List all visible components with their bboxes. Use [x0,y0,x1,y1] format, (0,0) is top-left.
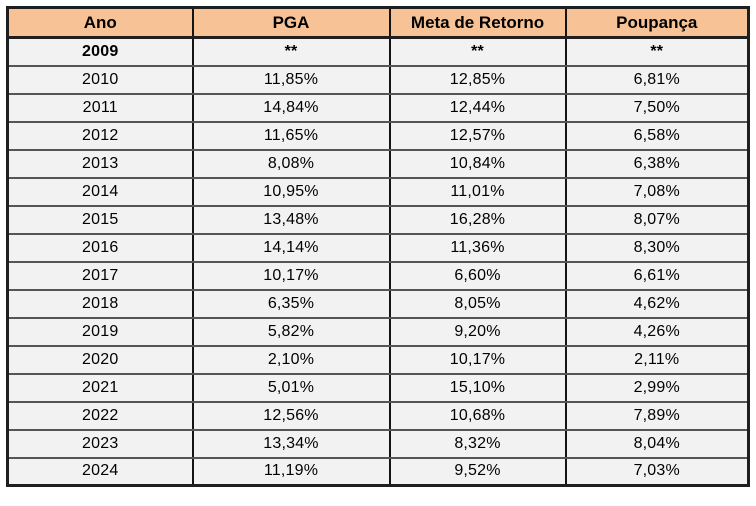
value-cell: 14,84% [191,92,391,123]
year-cell: 2021 [6,372,194,403]
table-row: 2011 14,84% 12,44% 7,50% [6,92,750,123]
value-cell: 11,85% [191,64,391,95]
value-cell: 13,48% [191,204,391,235]
year-cell: 2015 [6,204,194,235]
value-cell: 6,38% [564,148,750,179]
year-cell: 2016 [6,232,194,263]
table-row: 2015 13,48% 16,28% 8,07% [6,204,750,235]
column-header-poupanca: Poupança [564,7,750,39]
table-row: 2022 12,56% 10,68% 7,89% [6,400,750,431]
table-row: 2017 10,17% 6,60% 6,61% [6,260,750,291]
table-row: 2014 10,95% 11,01% 7,08% [6,176,750,207]
value-cell: ** [564,36,750,67]
year-cell: 2019 [6,316,194,347]
value-cell: 6,58% [564,120,750,151]
year-cell: 2011 [6,92,194,123]
year-cell: 2010 [6,64,194,95]
value-cell: 2,99% [564,372,750,403]
value-cell: 7,03% [564,456,750,487]
table-row: 2023 13,34% 8,32% 8,04% [6,428,750,459]
value-cell: 10,17% [191,260,391,291]
value-cell: 12,85% [388,64,567,95]
column-header-ano: Ano [6,7,194,39]
header-row: Ano PGA Meta de Retorno Poupança [6,7,750,39]
value-cell: 8,04% [564,428,750,459]
value-cell: 12,57% [388,120,567,151]
value-cell: 4,26% [564,316,750,347]
table-row: 2018 6,35% 8,05% 4,62% [6,288,750,319]
year-cell: 2017 [6,260,194,291]
value-cell: 12,56% [191,400,391,431]
value-cell: 16,28% [388,204,567,235]
value-cell: 8,05% [388,288,567,319]
value-cell: 2,11% [564,344,750,375]
value-cell: 6,60% [388,260,567,291]
table-row: 2013 8,08% 10,84% 6,38% [6,148,750,179]
table-row: 2019 5,82% 9,20% 4,26% [6,316,750,347]
value-cell: 10,95% [191,176,391,207]
value-cell: 11,01% [388,176,567,207]
table-row: 2024 11,19% 9,52% 7,03% [6,456,750,487]
value-cell: 13,34% [191,428,391,459]
value-cell: 10,17% [388,344,567,375]
table-row: 2021 5,01% 15,10% 2,99% [6,372,750,403]
value-cell: 8,30% [564,232,750,263]
year-cell: 2022 [6,400,194,431]
value-cell: 10,68% [388,400,567,431]
value-cell: 9,20% [388,316,567,347]
value-cell: 11,36% [388,232,567,263]
value-cell: 12,44% [388,92,567,123]
value-cell: 7,08% [564,176,750,207]
value-cell: 10,84% [388,148,567,179]
value-cell: 6,35% [191,288,391,319]
value-cell: 7,89% [564,400,750,431]
year-cell: 2014 [6,176,194,207]
value-cell: 5,01% [191,372,391,403]
column-header-meta-de-retorno: Meta de Retorno [388,7,567,39]
value-cell: 5,82% [191,316,391,347]
column-header-pga: PGA [191,7,391,39]
year-cell: 2009 [6,36,194,67]
value-cell: 8,07% [564,204,750,235]
value-cell: 14,14% [191,232,391,263]
table-header: Ano PGA Meta de Retorno Poupança [6,7,750,39]
table-body: 2009 ** ** ** 2010 11,85% 12,85% 6,81% 2011 14,84… [6,36,750,487]
value-cell: 6,61% [564,260,750,291]
value-cell: ** [388,36,567,67]
value-cell: 7,50% [564,92,750,123]
annual-returns-table: Ano PGA Meta de Retorno Poupança 2009 ** ** **… [6,6,750,487]
value-cell: ** [191,36,391,67]
value-cell: 8,32% [388,428,567,459]
table-row: 2020 2,10% 10,17% 2,11% [6,344,750,375]
year-cell: 2018 [6,288,194,319]
table-row: 2012 11,65% 12,57% 6,58% [6,120,750,151]
value-cell: 4,62% [564,288,750,319]
table-row: 2009 ** ** ** [6,36,750,67]
value-cell: 9,52% [388,456,567,487]
table-row: 2010 11,85% 12,85% 6,81% [6,64,750,95]
value-cell: 8,08% [191,148,391,179]
year-cell: 2023 [6,428,194,459]
year-cell: 2013 [6,148,194,179]
year-cell: 2020 [6,344,194,375]
value-cell: 2,10% [191,344,391,375]
year-cell: 2024 [6,456,194,487]
value-cell: 11,65% [191,120,391,151]
value-cell: 6,81% [564,64,750,95]
table-row: 2016 14,14% 11,36% 8,30% [6,232,750,263]
value-cell: 11,19% [191,456,391,487]
year-cell: 2012 [6,120,194,151]
value-cell: 15,10% [388,372,567,403]
